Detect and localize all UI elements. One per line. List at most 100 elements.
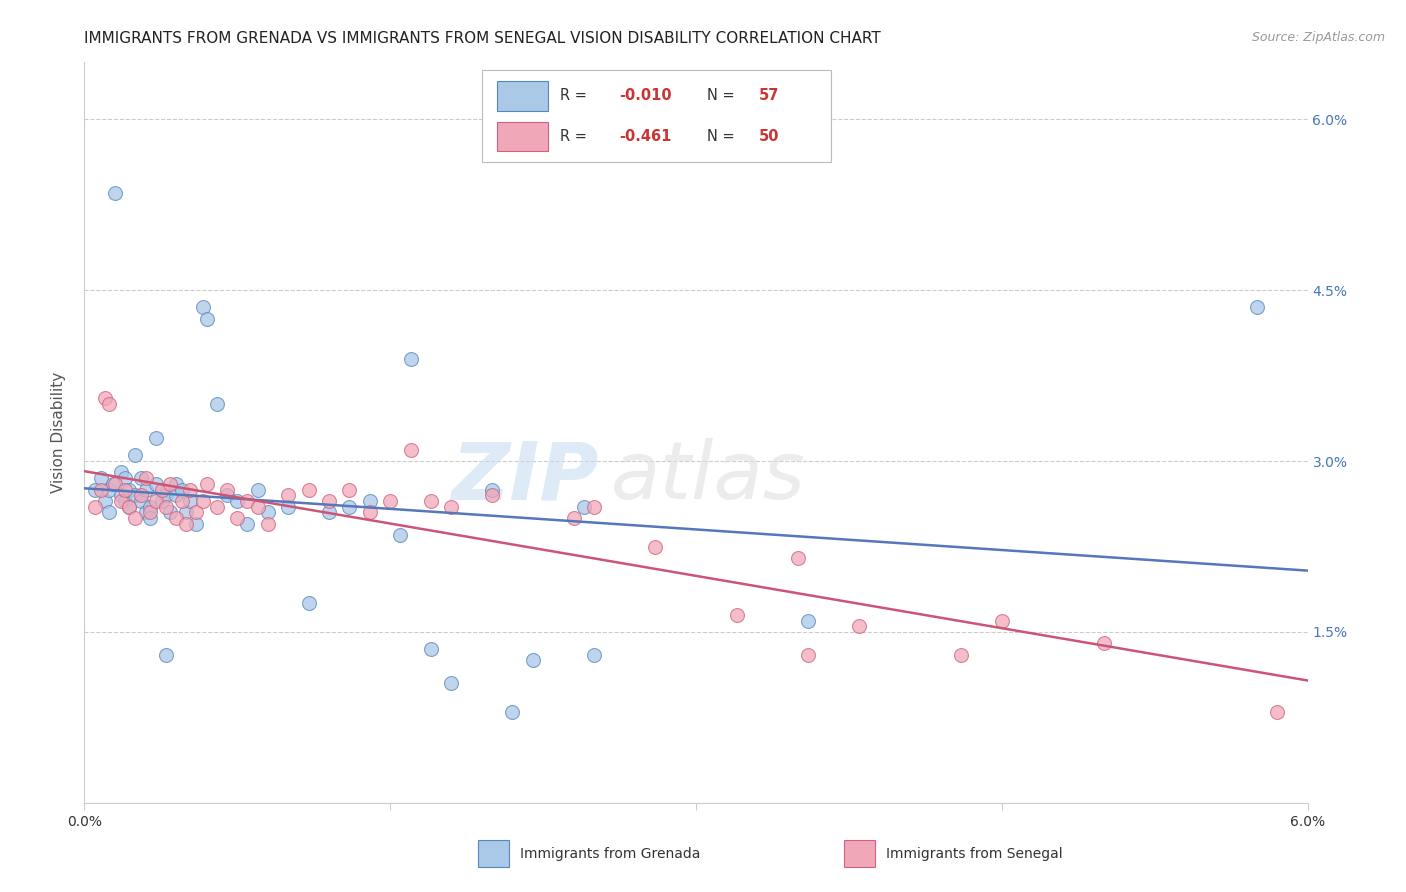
Point [186,505,208,519]
Point [174,505,197,519]
Point [104,186,127,201]
Text: 57: 57 [758,88,779,103]
Point [797,648,820,662]
Point [246,483,269,497]
Text: IMMIGRANTS FROM GRENADA VS IMMIGRANTS FROM SENEGAL VISION DISABILITY CORRELATION: IMMIGRANTS FROM GRENADA VS IMMIGRANTS FR… [84,31,882,46]
Point [159,476,181,491]
Point [114,483,136,497]
Point [318,494,340,508]
Point [165,511,187,525]
Point [298,483,321,497]
Point [155,488,177,502]
Point [172,483,194,497]
Text: -0.461: -0.461 [619,129,671,144]
Point [101,476,124,491]
Point [318,505,340,519]
Point [83,483,105,497]
Point [562,511,585,525]
Point [114,471,136,485]
Point [150,494,173,508]
Text: N =: N = [707,88,740,103]
Point [179,494,201,508]
Point [257,516,280,531]
Point [90,483,112,497]
Point [150,483,173,497]
Point [440,676,463,690]
Bar [496,81,548,111]
Point [1092,636,1115,650]
Point [110,466,132,480]
Point [110,494,132,508]
Point [226,511,249,525]
Point [399,442,422,457]
Point [174,516,197,531]
Point [191,494,214,508]
Point [481,488,503,502]
Point [217,488,239,502]
Point [135,483,157,497]
Text: Immigrants from Senegal: Immigrants from Senegal [886,847,1063,861]
Point [236,516,259,531]
Point [359,505,381,519]
Point [797,614,820,628]
Point [93,392,115,406]
Point [118,500,141,514]
Text: ZIP: ZIP [451,438,598,516]
Point [93,494,115,508]
Point [145,494,167,508]
Point [138,500,160,514]
Point [155,648,177,662]
Text: 50: 50 [758,129,779,144]
Point [205,500,228,514]
Point [83,500,105,514]
Point [145,431,167,445]
Point [205,397,228,411]
Point [420,494,443,508]
Point [124,488,146,502]
Point [97,483,120,497]
Point [186,516,208,531]
Point [420,642,443,657]
Text: -0.010: -0.010 [619,88,672,103]
Point [131,494,153,508]
Point [246,500,269,514]
Point [583,648,606,662]
Point [97,397,120,411]
Point [1265,705,1288,719]
Point [90,471,112,485]
Point [380,494,402,508]
Point [110,488,132,502]
Point [138,505,160,519]
Point [104,476,127,491]
Point [217,483,239,497]
Point [165,476,187,491]
Point [277,500,299,514]
Point [179,483,201,497]
Bar [496,121,548,152]
Point [118,500,141,514]
Point [481,483,503,497]
Point [191,301,214,315]
Point [339,483,361,497]
Point [572,500,595,514]
Point [257,505,280,519]
Point [195,476,218,491]
Point [298,597,321,611]
Point [155,500,177,514]
Point [131,488,153,502]
Point [950,648,973,662]
Point [135,471,157,485]
Point [159,505,181,519]
Point [145,476,167,491]
Point [135,505,157,519]
Text: Immigrants from Grenada: Immigrants from Grenada [520,847,700,861]
Point [277,488,299,502]
Y-axis label: Vision Disability: Vision Disability [51,372,66,493]
Point [787,550,810,565]
Point [138,511,160,525]
Point [502,705,524,719]
Text: Source: ZipAtlas.com: Source: ZipAtlas.com [1251,31,1385,45]
Point [226,494,249,508]
Text: N =: N = [707,129,740,144]
Text: R =: R = [560,129,592,144]
